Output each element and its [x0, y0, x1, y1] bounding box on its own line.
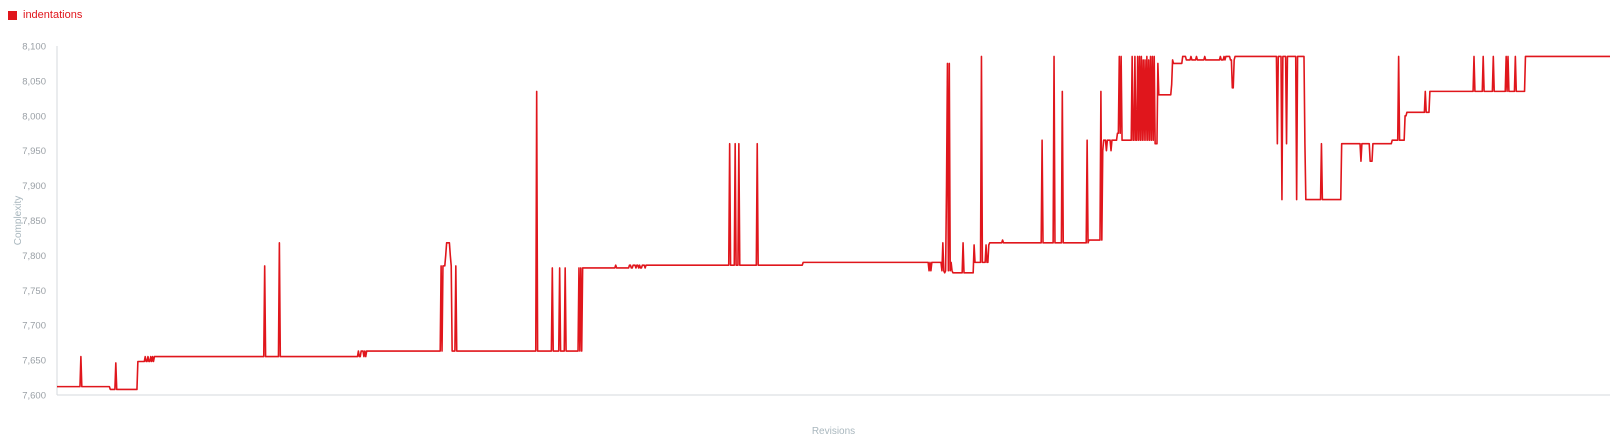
x-axis-title: Revisions [812, 426, 855, 437]
y-axis-title: Complexity [13, 196, 24, 245]
y-tick-label: 8,050 [22, 76, 46, 87]
y-tick-label: 8,100 [22, 42, 46, 53]
y-axis: 7,600 7,650 7,700 7,750 7,800 7,850 7,900 7,950… [22, 42, 58, 402]
series-line-indentations [57, 55, 1610, 391]
y-tick-label: 7,900 [22, 181, 46, 192]
series-layer [57, 55, 1610, 391]
y-tick-label: 7,750 [22, 286, 46, 297]
y-tick-label: 7,850 [22, 216, 46, 227]
y-tick-label: 8,000 [22, 111, 46, 122]
y-tick-label: 7,800 [22, 251, 46, 262]
legend-item-indentations[interactable]: indentations [8, 9, 82, 21]
y-tick-label: 7,600 [22, 391, 46, 402]
y-tick-label: 7,700 [22, 321, 46, 332]
y-tick-label: 7,650 [22, 356, 46, 367]
legend-label: indentations [23, 9, 83, 21]
legend-swatch-icon [8, 10, 17, 20]
y-tick-label: 7,950 [22, 146, 46, 157]
